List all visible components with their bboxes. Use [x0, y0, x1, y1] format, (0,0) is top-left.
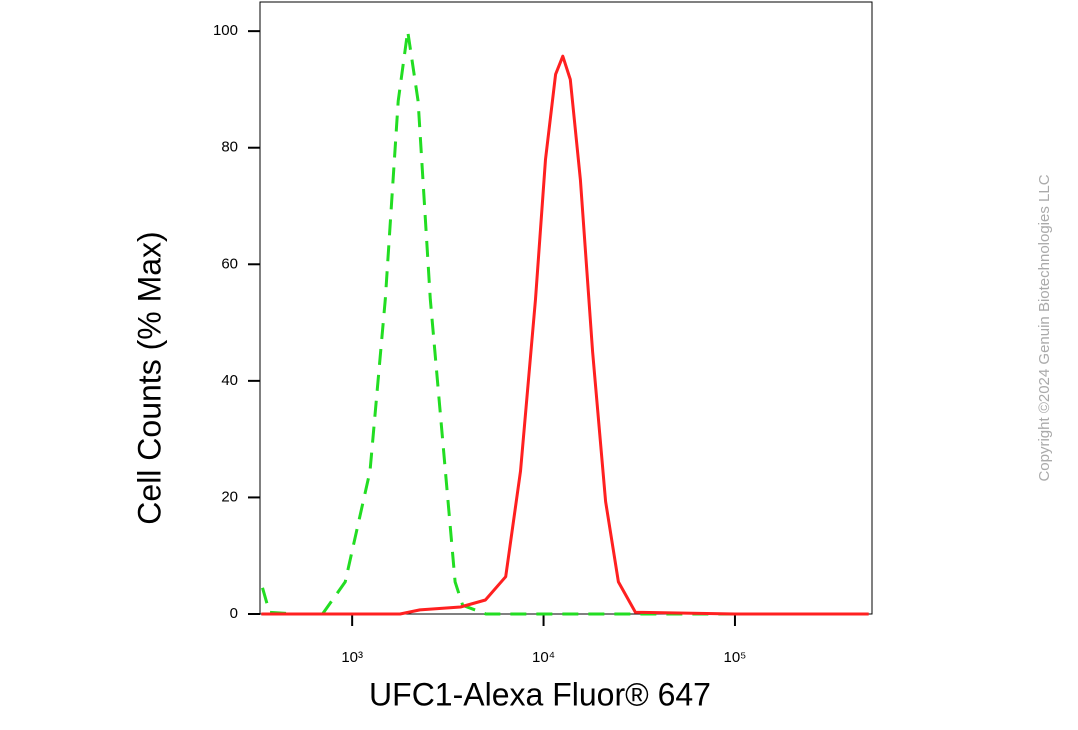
y-tick-label: 40: [221, 372, 238, 389]
y-axis-title: Cell Counts (% Max): [131, 231, 167, 524]
x-axis-title: UFC1-Alexa Fluor® 647: [369, 676, 711, 712]
y-tick-label: 20: [221, 488, 238, 505]
series-line: [261, 29, 869, 616]
y-tick-label: 80: [221, 139, 238, 156]
plot-frame: [259, 1, 873, 615]
y-tick-label: 100: [213, 22, 238, 39]
y-tick-label: 60: [221, 255, 238, 272]
x-tick-label: 10⁴: [532, 649, 555, 666]
watermark: Copyright ©2024 Genuin Biotechnologies L…: [1036, 174, 1053, 481]
x-tick-label: 10³: [341, 649, 363, 666]
series-line: [261, 54, 869, 616]
x-tick-label: 10⁵: [724, 649, 747, 666]
y-tick-label: 0: [230, 605, 238, 622]
